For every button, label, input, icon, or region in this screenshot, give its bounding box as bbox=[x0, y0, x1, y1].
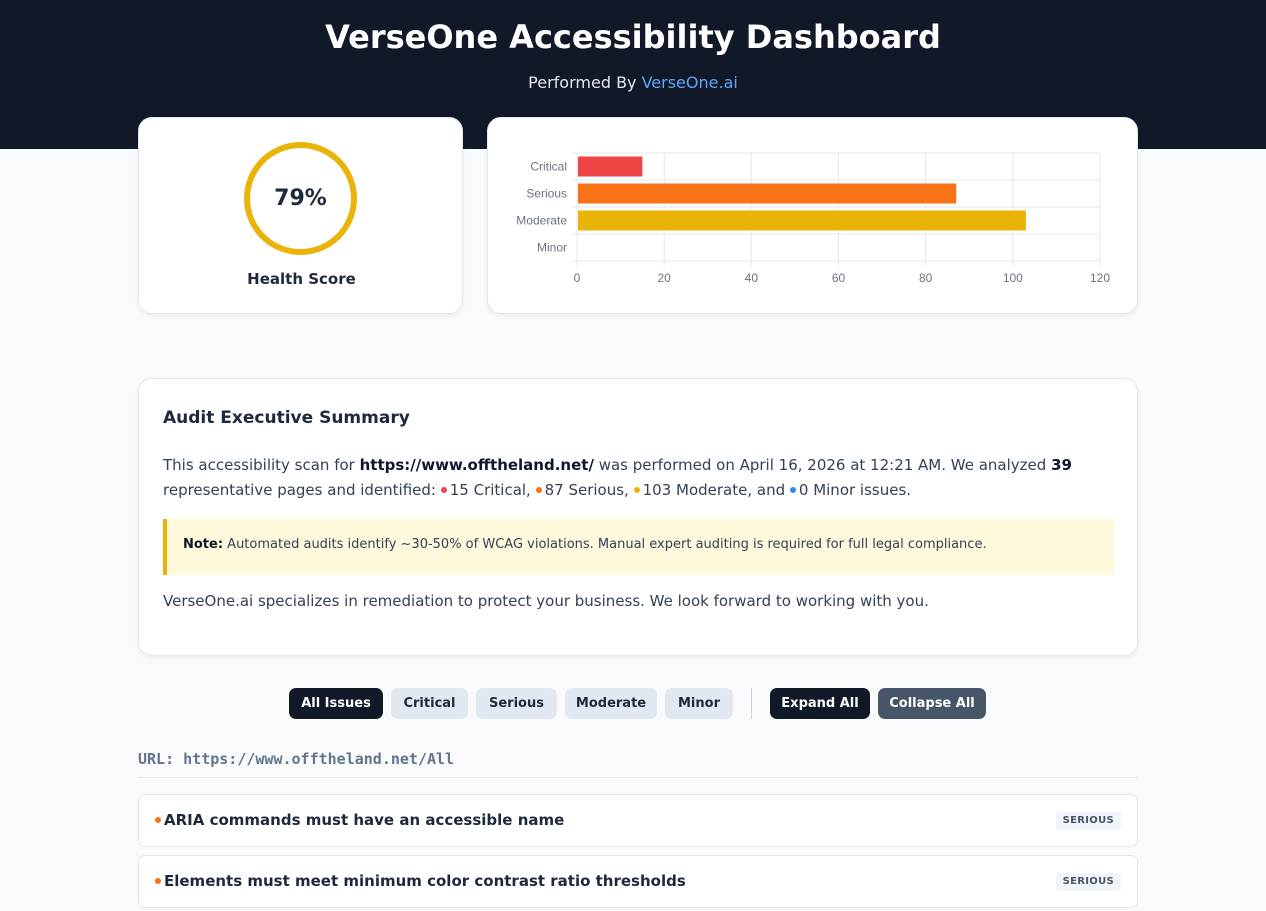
filter-critical-button[interactable]: Critical bbox=[391, 688, 468, 719]
filter-minor-button[interactable]: Minor bbox=[665, 688, 733, 719]
critical-dot-icon bbox=[440, 486, 447, 493]
executive-summary-card: Audit Executive Summary This accessibili… bbox=[138, 378, 1138, 656]
summary-paragraph: This accessibility scan for https://www.… bbox=[163, 453, 1103, 503]
serious-dot-icon bbox=[155, 877, 161, 884]
health-score-ring: 79% bbox=[244, 142, 357, 255]
summary-intro: This accessibility scan for bbox=[163, 456, 360, 474]
moderate-dot-icon bbox=[633, 486, 640, 493]
collapse-all-button[interactable]: Collapse All bbox=[878, 688, 986, 719]
minor-dot-icon bbox=[789, 486, 796, 493]
url-divider bbox=[138, 777, 1138, 778]
serious-dot-icon bbox=[535, 486, 542, 493]
filter-serious-button[interactable]: Serious bbox=[476, 688, 557, 719]
issue-row[interactable]: ARIA commands must have an accessible na… bbox=[138, 794, 1138, 847]
y-tick-label: Minor bbox=[537, 241, 567, 255]
bar-serious bbox=[578, 183, 957, 204]
x-tick-label: 0 bbox=[574, 271, 581, 285]
bar-moderate bbox=[578, 210, 1026, 231]
x-tick-label: 60 bbox=[832, 271, 846, 285]
pages-count: 39 bbox=[1051, 456, 1072, 474]
expand-all-button[interactable]: Expand All bbox=[770, 688, 870, 719]
y-tick-label: Moderate bbox=[516, 214, 567, 228]
performed-by-label: Performed By bbox=[528, 73, 642, 92]
health-score-card: 79% Health Score bbox=[138, 117, 463, 314]
severity-bar-chart: 0 20 40 60 80 100 120 Critical Serious Moderate Mi… bbox=[516, 152, 1110, 285]
note-label: Note: bbox=[183, 537, 224, 552]
filter-divider bbox=[751, 688, 752, 719]
y-tick-label: Serious bbox=[526, 187, 567, 201]
critical-count: 15 Critical, bbox=[449, 481, 531, 499]
x-tick-label: 100 bbox=[1003, 271, 1023, 285]
summary-title: Audit Executive Summary bbox=[163, 408, 410, 428]
filter-moderate-button[interactable]: Moderate bbox=[565, 688, 657, 719]
verseone-link[interactable]: VerseOne.ai bbox=[641, 73, 738, 92]
minor-count: 0 Minor issues. bbox=[798, 481, 912, 499]
health-score-label: Health Score bbox=[247, 270, 356, 288]
issue-row[interactable]: Elements must meet minimum color contras… bbox=[138, 855, 1138, 908]
issue-title: ARIA commands must have an accessible na… bbox=[155, 811, 564, 829]
bar-critical bbox=[578, 156, 643, 177]
note-text: Automated audits identify ~30-50% of WCA… bbox=[223, 537, 987, 552]
filter-all-button[interactable]: All Issues bbox=[289, 688, 383, 719]
issue-title: Elements must meet minimum color contras… bbox=[155, 872, 686, 890]
x-tick-label: 120 bbox=[1090, 271, 1110, 285]
moderate-count: 103 Moderate, and bbox=[642, 481, 786, 499]
filter-bar: All Issues Critical Serious Moderate Min… bbox=[0, 688, 1266, 719]
y-tick-label: Critical bbox=[530, 160, 567, 174]
severity-chart-card: 0 20 40 60 80 100 120 Critical Serious Moderate Mi… bbox=[487, 117, 1138, 314]
severity-badge: SERIOUS bbox=[1055, 812, 1121, 830]
x-tick-label: 80 bbox=[919, 271, 933, 285]
serious-dot-icon bbox=[155, 816, 161, 823]
scanned-url: https://www.offtheland.net/ bbox=[359, 456, 594, 474]
summary-identified: representative pages and identified: bbox=[163, 481, 441, 499]
url-heading: URL: https://www.offtheland.net/All bbox=[138, 750, 455, 768]
summary-closing: VerseOne.ai specializes in remediation t… bbox=[163, 592, 929, 610]
performed-by: Performed By VerseOne.ai bbox=[0, 73, 1266, 92]
x-tick-label: 40 bbox=[745, 271, 759, 285]
serious-count: 87 Serious, bbox=[544, 481, 629, 499]
x-tick-label: 20 bbox=[657, 271, 671, 285]
summary-date-text: was performed on April 16, 2026 at 12:21… bbox=[593, 456, 1052, 474]
issue-title-text: Elements must meet minimum color contras… bbox=[164, 872, 686, 890]
page-title: VerseOne Accessibility Dashboard bbox=[325, 18, 941, 56]
issue-title-text: ARIA commands must have an accessible na… bbox=[164, 811, 565, 829]
compliance-note: Note: Automated audits identify ~30-50% … bbox=[163, 519, 1114, 575]
severity-badge: SERIOUS bbox=[1055, 873, 1121, 891]
health-score-value: 79% bbox=[274, 186, 327, 211]
